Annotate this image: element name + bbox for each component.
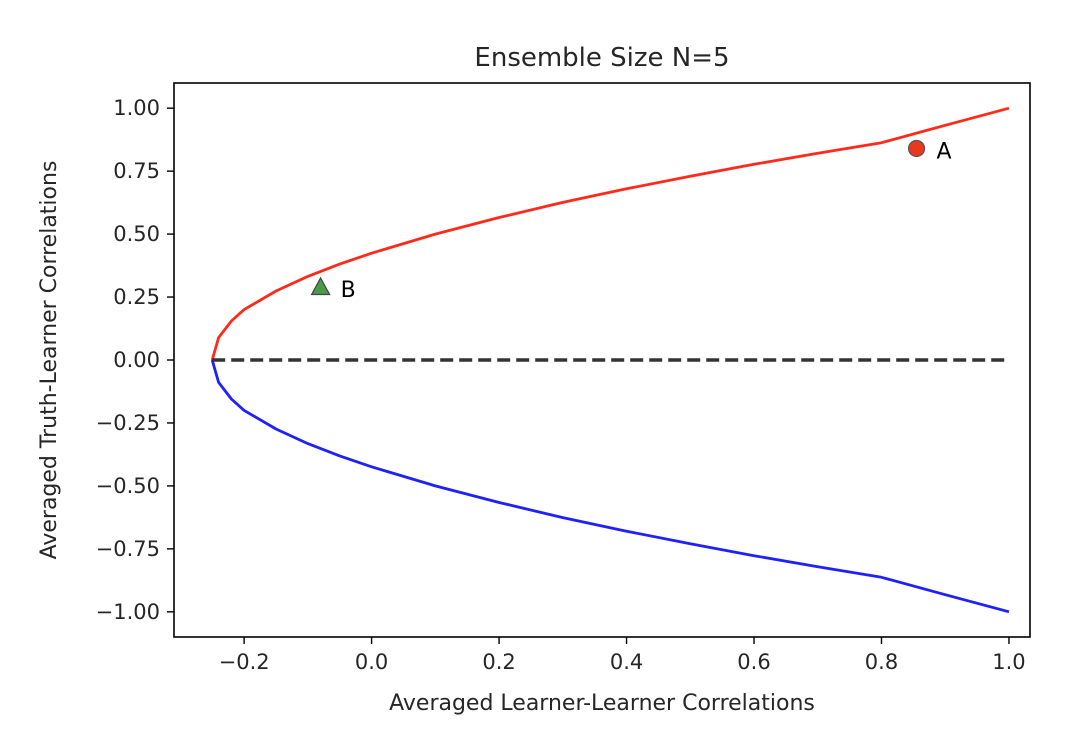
y-tick-label: 1.00 (113, 96, 160, 120)
point-b-marker (310, 276, 331, 296)
x-tick-label: 0.6 (737, 650, 770, 674)
x-tick-label: −0.2 (219, 650, 270, 674)
points-layer: AB (310, 139, 952, 303)
y-tick-label: −0.50 (96, 474, 160, 498)
x-axis-ticks: −0.2 0.0 0.2 0.4 0.6 0.8 1.0 (219, 637, 1026, 674)
y-tick-label: −1.00 (96, 600, 160, 624)
y-tick-label: −0.75 (96, 537, 160, 561)
series-layer (210, 106, 1010, 614)
x-tick-label: 1.0 (992, 650, 1025, 674)
x-tick-label: 0.4 (610, 650, 643, 674)
point-a-label: A (937, 139, 952, 164)
y-tick-label: 0.75 (113, 159, 160, 183)
x-tick-label: 0.0 (355, 650, 388, 674)
y-axis-label: Averaged Truth-Learner Correlations (37, 161, 62, 560)
chart-title: Ensemble Size N=5 (474, 43, 729, 73)
point-a-marker (907, 139, 926, 158)
y-tick-label: 0.25 (113, 285, 160, 309)
point-b-label: B (341, 278, 356, 303)
x-tick-label: 0.2 (482, 650, 515, 674)
x-tick-label: 0.8 (865, 650, 898, 674)
series-line-1 (210, 359, 1010, 614)
y-axis-ticks: 1.00 0.75 0.50 0.25 0.00 −0.25 −0.50 −0.75 −1.00 (96, 96, 174, 624)
y-tick-label: −0.25 (96, 411, 160, 435)
y-tick-label: 0.50 (113, 222, 160, 246)
x-axis-label: Averaged Learner-Learner Correlations (389, 691, 815, 716)
series-line-0 (210, 106, 1010, 361)
y-tick-label: 0.00 (113, 348, 160, 372)
